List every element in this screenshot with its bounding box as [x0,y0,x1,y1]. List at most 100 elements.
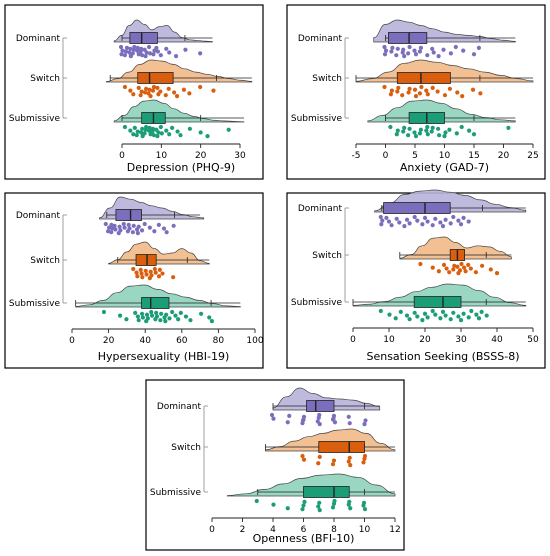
data-point [469,308,474,314]
x-tick-label: 0 [383,151,389,161]
data-point [158,318,163,323]
data-point [178,310,183,316]
data-point [103,221,108,227]
data-point [138,267,143,273]
data-point [454,131,459,136]
data-point [146,91,151,96]
data-point [163,93,168,98]
data-point [418,261,423,267]
data-point [389,49,394,54]
box-dominant [129,32,158,44]
data-point [155,85,160,91]
data-point [417,131,422,136]
x-tick-label: 0 [350,335,356,345]
x-tick-label: 10 [359,525,371,535]
data-point [430,223,435,228]
x-tick-label: 100 [246,336,263,346]
x-axis-title: Anxiety (GAD-7) [400,161,489,174]
data-point [466,219,471,224]
data-point [136,224,141,229]
x-tick-label: 0 [119,151,125,161]
data-point [447,86,452,91]
data-point [404,217,410,222]
data-point [395,89,400,94]
data-point [157,267,162,273]
data-point [144,124,149,130]
data-point [149,273,154,278]
data-point [460,93,465,99]
data-point [455,264,460,269]
data-point [300,453,305,459]
data-point [135,230,140,236]
data-point [389,223,394,228]
data-point [430,308,435,314]
data-point [317,500,322,505]
data-point [183,314,189,319]
group-label-switch: Switch [30,74,60,84]
data-point [199,311,204,316]
data-point [415,314,420,319]
data-point [406,51,411,56]
data-point [149,313,155,318]
panel-2: Dominant Switch Submissive -5 0 5 10 15 20 25 Anxi… [286,4,546,180]
data-point [431,50,436,55]
data-point [302,499,307,505]
data-point [404,313,410,318]
data-point [140,126,145,131]
data-point [188,318,193,323]
x-axis-title: Depression (PHQ-9) [127,161,235,174]
panel-5: Dominant Switch Submissive 0 2 4 6 8 10 12 Opennes… [145,379,405,551]
data-point [348,462,353,468]
data-point [135,274,140,279]
x-tick-label: 8 [331,525,337,535]
data-point [453,44,458,50]
data-point [331,458,337,463]
data-point [361,500,367,505]
data-point [119,52,124,57]
data-point [127,226,132,231]
data-point [285,420,290,425]
data-point [363,418,368,423]
data-point [471,132,477,137]
x-tick-label: 80 [213,336,225,346]
data-point [174,93,180,99]
data-point [154,310,159,316]
data-point [451,310,456,315]
density-switch [399,236,512,260]
data-point [420,222,425,227]
data-point [269,412,275,418]
data-point [118,228,123,233]
data-point [271,416,276,421]
data-point [461,215,466,221]
data-point [181,87,187,92]
data-point [209,318,215,324]
x-tick-label: 10 [156,151,168,161]
data-point [139,46,144,51]
data-point [424,128,429,133]
data-point [451,267,456,272]
group-label-switch: Switch [171,443,201,453]
data-point [442,93,448,98]
data-point [476,45,481,51]
box-switch [396,72,451,84]
panel-4: Dominant Switch Submissive 0 10 20 30 40 50 Sensa… [286,189,546,369]
data-point [425,315,430,320]
data-point [122,53,128,58]
data-point [140,315,145,320]
data-point [163,318,168,324]
data-point [430,265,435,270]
data-point [139,89,144,94]
data-point [330,505,336,510]
group-label-submissive: Submissive [291,114,343,124]
data-point [402,125,407,131]
data-point [347,421,352,426]
data-point [473,270,478,275]
data-point [134,270,139,275]
data-point [135,314,140,319]
box-submissive [141,297,170,309]
data-point [121,221,126,227]
data-point [226,127,231,132]
data-point [147,125,152,131]
box-dominant [383,202,451,214]
data-point [379,222,384,227]
